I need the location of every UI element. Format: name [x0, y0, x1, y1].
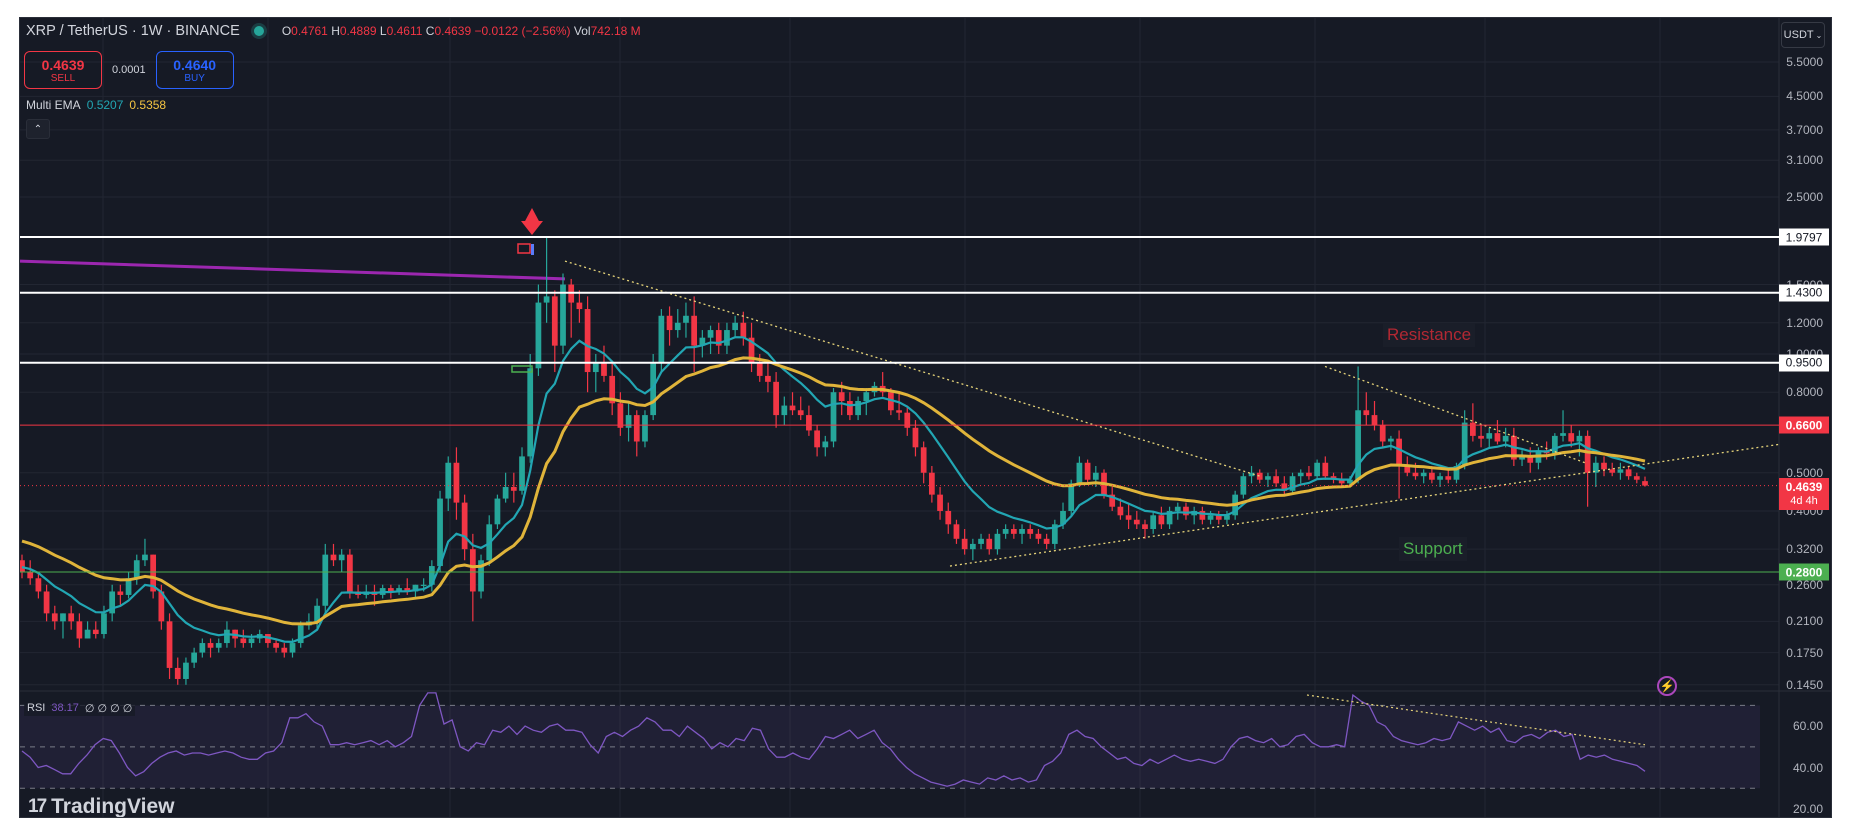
price-tick: 0.3200	[1786, 542, 1823, 557]
chevron-up-icon: ⌃	[33, 123, 43, 135]
price-tick: 0.5000	[1786, 465, 1823, 480]
ema-fast-value: 0.5207	[86, 98, 124, 112]
tradingview-mark-icon: 17	[28, 796, 47, 817]
sell-label: SELL	[50, 72, 76, 84]
symbol-title[interactable]: XRP / TetherUS · 1W · BINANCE	[26, 23, 240, 39]
buy-button[interactable]: 0.4640 BUY	[155, 51, 234, 89]
rsi-tick: 60.00	[1792, 719, 1823, 734]
indicator-legend-ema[interactable]: Multi EMA 0.5207 0.5358	[26, 98, 166, 112]
lightning-icon[interactable]: ⚡	[1657, 676, 1677, 696]
chevron-down-icon: ⌄	[1815, 30, 1823, 40]
price-tick: 0.1750	[1786, 645, 1823, 660]
rsi-value: 38.17	[51, 702, 79, 714]
indicator-name: Multi EMA	[26, 98, 81, 112]
tradingview-logo[interactable]: 17 TradingView	[28, 795, 175, 818]
rsi-tick: 40.00	[1792, 760, 1823, 775]
price-tick: 0.2100	[1786, 614, 1823, 629]
spread-value: 0.0001	[112, 64, 146, 76]
rsi-extras: ∅ ∅ ∅ ∅	[84, 703, 133, 715]
price-tick: 5.5000	[1786, 54, 1823, 69]
symbol-legend: XRP / TetherUS · 1W · BINANCE O0.4761 H0…	[26, 23, 641, 39]
price-tick: 4.5000	[1786, 89, 1823, 104]
level-tag: 0.2800	[1779, 563, 1829, 581]
price-tick: 2.5000	[1786, 190, 1823, 205]
level-tag: 0.9500	[1779, 354, 1829, 372]
ohlc-values: O0.4761 H0.4889 L0.4611 C0.4639 −0.0122 …	[281, 24, 641, 38]
currency-selector[interactable]: USDT ⌄	[1781, 22, 1825, 48]
sell-button[interactable]: 0.4639 SELL	[24, 51, 102, 89]
price-change: −0.0122 (−2.56%)	[474, 24, 571, 38]
level-tag: 1.4300	[1779, 284, 1829, 302]
level-tag: 0.6600	[1779, 416, 1829, 434]
rsi-legend[interactable]: RSI 38.17 ∅ ∅ ∅ ∅	[24, 701, 136, 716]
ema-slow-value: 0.5358	[129, 98, 167, 112]
price-tick: 3.1000	[1786, 153, 1823, 168]
price-tick: 0.8000	[1786, 385, 1823, 400]
price-tick: 0.2600	[1786, 577, 1823, 592]
sell-price: 0.4639	[41, 56, 85, 73]
rsi-tick: 20.00	[1792, 802, 1823, 816]
level-tag: 1.9797	[1779, 228, 1829, 246]
collapse-legend-button[interactable]: ⌃	[26, 119, 50, 139]
support-annotation[interactable]: Support	[1399, 537, 1467, 561]
rsi-label: RSI	[27, 702, 46, 714]
current-price-tag: 0.4639 4d 4h	[1779, 477, 1829, 510]
price-tick: 1.2000	[1786, 315, 1823, 330]
price-tick: 0.1450	[1786, 677, 1823, 692]
volume: 742.18 M	[590, 24, 641, 38]
price-tick: 3.7000	[1786, 122, 1823, 137]
buy-label: BUY	[184, 72, 205, 84]
tradingview-wordmark: TradingView	[51, 795, 175, 818]
market-status-icon[interactable]	[253, 26, 264, 36]
chart-canvas[interactable]	[20, 18, 1832, 818]
chart-frame[interactable]: XRP / TetherUS · 1W · BINANCE O0.4761 H0…	[19, 17, 1832, 818]
resistance-annotation[interactable]: Resistance	[1383, 323, 1476, 347]
trade-panel: 0.4639 SELL 0.0001 0.4640 BUY	[24, 51, 234, 89]
buy-price: 0.4640	[173, 56, 217, 73]
